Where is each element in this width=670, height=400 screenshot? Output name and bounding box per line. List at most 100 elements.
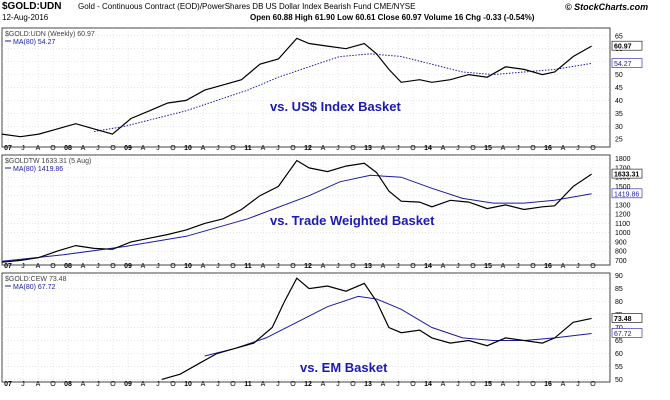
panel-1-x-tick: 08 xyxy=(64,145,72,152)
panel-1-x-tick: J xyxy=(336,145,340,152)
panel-1-x-tick: O xyxy=(470,145,476,152)
panel-2-x-tick: A xyxy=(201,263,206,270)
panel-1-x-tick: J xyxy=(516,145,520,152)
panel-2-y-tick: 1800 xyxy=(615,156,631,163)
panel-1-x-tick: O xyxy=(350,145,356,152)
panel-3-x-tick: 07 xyxy=(4,381,12,388)
panel-2-x-tick: O xyxy=(410,263,416,270)
panel-1-ma-line xyxy=(94,53,592,132)
panel-2-x-tick: J xyxy=(516,263,520,270)
panel-2-x-tick: O xyxy=(110,263,116,270)
panel-2-legend-price: $GOLDTW 1633.31 (5 Aug) xyxy=(5,158,91,165)
panel-1-x-tick: J xyxy=(276,145,280,152)
panel-1-x-tick: A xyxy=(441,145,446,152)
panel-2-x-tick: J xyxy=(216,263,220,270)
panel-3-x-tick: A xyxy=(561,381,566,388)
panel-3-x-tick: A xyxy=(261,381,266,388)
panel-1-y-tick: 45 xyxy=(615,85,623,92)
panel-1-x-tick: A xyxy=(561,145,566,152)
panel-3-x-tick: J xyxy=(96,381,100,388)
panel-2-x-tick: A xyxy=(441,263,446,270)
panel-2-x-tick: J xyxy=(576,263,580,270)
panel-3-x-tick: J xyxy=(576,381,580,388)
panel-2-x-tick: A xyxy=(36,263,41,270)
panel-3-x-tick: A xyxy=(81,381,86,388)
panel-2-annotation: vs. Trade Weighted Basket xyxy=(270,213,435,228)
panel-2-price-line xyxy=(1,159,592,263)
panel-3-x-tick: O xyxy=(410,381,416,388)
panel-3-x-tick: J xyxy=(216,381,220,388)
panel-2-x-tick: A xyxy=(501,263,506,270)
panel-2-x-tick: 16 xyxy=(544,263,552,270)
panel-3-x-tick: A xyxy=(441,381,446,388)
stockcharts-brand: © StockCharts.com xyxy=(565,2,649,12)
panel-3-y-tick: 85 xyxy=(615,286,623,293)
panel-3-x-tick: A xyxy=(501,381,506,388)
panel-3-x-tick: 15 xyxy=(484,381,492,388)
panel-1-price-line xyxy=(1,37,592,138)
panel-1-y-tick: 35 xyxy=(615,111,623,118)
panel-1-x-tick: O xyxy=(50,145,56,152)
chart-header: $GOLD:UDN Gold - Continuous Contract (EO… xyxy=(0,0,670,24)
ohlc-readout: Open 60.88 High 61.90 Low 60.61 Close 60… xyxy=(250,13,535,22)
panel-3-y-tick: 80 xyxy=(615,299,623,306)
panel-3-x-tick: J xyxy=(516,381,520,388)
panel-1-x-tick: J xyxy=(96,145,100,152)
panel-1-x-tick: O xyxy=(530,145,536,152)
panel-1-x-tick: A xyxy=(381,145,386,152)
panel-3-y-tick: 60 xyxy=(615,351,623,358)
panel-1-x-tick: 12 xyxy=(304,145,312,152)
symbol-title: $GOLD:UDN xyxy=(2,1,62,12)
panel-2-x-tick: A xyxy=(381,263,386,270)
panel-3-annotation: vs. EM Basket xyxy=(300,360,388,375)
panel-3-x-tick: 13 xyxy=(364,381,372,388)
panel-3-x-tick: 09 xyxy=(124,381,132,388)
panel-3-x-tick: O xyxy=(170,381,176,388)
panel-3-x-tick: J xyxy=(276,381,280,388)
panel-1-x-tick: J xyxy=(576,145,580,152)
panel-2-x-tick: A xyxy=(561,263,566,270)
panel-3-x-tick: O xyxy=(470,381,476,388)
panel-1-x-tick: A xyxy=(141,145,146,152)
panel-3-x-tick: 10 xyxy=(184,381,192,388)
panel-3-ma-line xyxy=(204,295,592,357)
panel-1-x-tick: J xyxy=(216,145,220,152)
panel-3-x-tick: A xyxy=(36,381,41,388)
panel-3-y-tick: 90 xyxy=(615,273,623,280)
panel-2-x-tick: J xyxy=(336,263,340,270)
panel-2-x-tick: O xyxy=(470,263,476,270)
panel-2-x-tick: J xyxy=(456,263,460,270)
panel-3-x-tick: O xyxy=(350,381,356,388)
symbol-description: Gold - Continuous Contract (EOD)/PowerSh… xyxy=(78,2,416,11)
panel-1-x-tick: 10 xyxy=(184,145,192,152)
panel-1-x-tick: A xyxy=(501,145,506,152)
panel-1-x-tick: A xyxy=(201,145,206,152)
panel-3-y-tick: 55 xyxy=(615,364,623,371)
panel-2-ma-line xyxy=(1,174,592,262)
panel-3-last-ma-box xyxy=(611,328,643,338)
panel-1-y-tick: 65 xyxy=(615,33,623,40)
panel-2-x-tick: O xyxy=(350,263,356,270)
panel-1-x-tick: O xyxy=(410,145,416,152)
panel-2-last-ma-box xyxy=(611,188,643,199)
panel-3-x-tick: 16 xyxy=(544,381,552,388)
panel-3-x-tick: O xyxy=(530,381,536,388)
panel-3-x-tick: J xyxy=(456,381,460,388)
panel-2-x-tick: 11 xyxy=(244,263,252,270)
panel-1-last-ma-box xyxy=(611,58,643,68)
panel-3-x-tick: O xyxy=(50,381,56,388)
panel-3-last-price-box xyxy=(611,313,643,323)
panel-1-x-tick: J xyxy=(396,145,400,152)
panel-3-x-tick: J xyxy=(156,381,160,388)
panel-3-x-tick: J xyxy=(21,381,25,388)
panel-1-y-tick: 30 xyxy=(615,124,623,131)
panel-2-y-tick: 1200 xyxy=(615,212,631,219)
panel-1-x-tick: 14 xyxy=(424,145,432,152)
panel-2-y-tick: 1500 xyxy=(615,184,631,191)
panel-2-x-tick: A xyxy=(321,263,326,270)
chart-date: 12-Aug-2016 xyxy=(2,13,49,22)
panel-1-x-tick: A xyxy=(81,145,86,152)
panel-3-x-tick: 11 xyxy=(244,381,252,388)
panel-2-y-tick: 1100 xyxy=(615,221,630,228)
